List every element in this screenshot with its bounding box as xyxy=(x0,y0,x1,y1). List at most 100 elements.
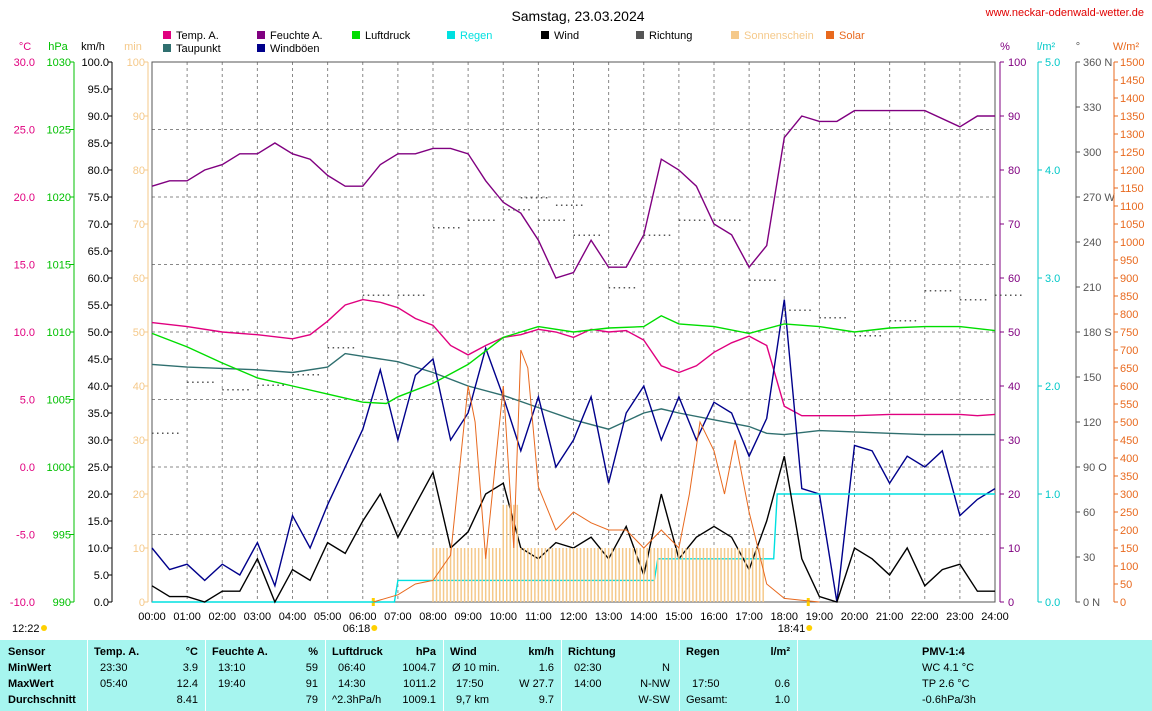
stats-time: 02:30 xyxy=(574,662,602,674)
series-richtung-point xyxy=(789,309,791,311)
series-richtung-point xyxy=(739,219,741,221)
pressure-axis-tick-label: 1010 xyxy=(47,327,71,339)
wind-axis-tick-label: 65.0 xyxy=(88,246,109,258)
series-richtung-point xyxy=(774,279,776,281)
sunrise-label: 06:18 xyxy=(343,623,371,635)
wind-axis-tick-label: 25.0 xyxy=(88,462,109,474)
rain-axis-tick-label: 4.0 xyxy=(1045,165,1060,177)
stats-col-direction: Richtung 02:30 N 14:00 N-NW W-SW xyxy=(561,640,678,711)
series-richtung-point xyxy=(844,317,846,319)
series-richtung-point xyxy=(317,374,319,376)
solar-axis-tick-label: 700 xyxy=(1120,345,1138,357)
series-richtung-point xyxy=(1020,294,1022,296)
series-richtung-point xyxy=(979,299,982,301)
solar-axis-tick-label: 0 xyxy=(1120,597,1126,609)
humidity-axis-tick-label: 0 xyxy=(1008,597,1014,609)
stats-value: 9.7 xyxy=(538,694,554,706)
series-richtung-point xyxy=(628,287,631,289)
humidity-axis-tick-label: 40 xyxy=(1008,381,1020,393)
solar-axis-tick-label: 1150 xyxy=(1120,183,1144,195)
series-windb-en-line xyxy=(151,299,996,603)
solar-axis-tick-label: 200 xyxy=(1120,525,1138,537)
stats-unit: °C xyxy=(185,646,198,658)
wind-axis-tick-label: 35.0 xyxy=(88,408,109,420)
series-richtung-point xyxy=(535,197,538,199)
series-richtung-point xyxy=(458,227,460,229)
stats-col-sensor: Sensor MinWert MaxWert Durchschnitt xyxy=(0,640,85,711)
series-richtung-point xyxy=(433,227,435,229)
legend-label: Sonnenschein xyxy=(744,30,814,42)
wind-axis-tick-label: 75.0 xyxy=(88,192,109,204)
pressure-axis-tick-label: 995 xyxy=(53,530,71,542)
wind-axis-tick-label: 80.0 xyxy=(88,165,109,177)
series-richtung-point xyxy=(1010,294,1012,296)
series-richtung-point xyxy=(347,347,350,349)
stats-time: 05:40 xyxy=(100,678,128,690)
time-tick-label: 19:00 xyxy=(806,611,834,623)
series-richtung-point xyxy=(588,234,590,236)
series-richtung-point xyxy=(580,204,583,206)
series-richtung-point xyxy=(177,432,179,434)
wind-axis-tick-label: 95.0 xyxy=(88,84,109,96)
series-richtung-point xyxy=(924,290,927,292)
series-richtung-point xyxy=(984,299,987,301)
time-tick-label: 12:00 xyxy=(560,611,588,623)
series-richtung-point xyxy=(565,204,568,206)
series-richtung-point xyxy=(417,294,420,296)
time-tick-label: 06:00 xyxy=(349,611,377,623)
solar-axis-tick-label: 800 xyxy=(1120,309,1138,321)
legend-swatch xyxy=(447,31,455,39)
legend-label: Richtung xyxy=(649,30,692,42)
solar-axis-tick-label: 1500 xyxy=(1120,57,1144,69)
stats-time: 23:30 xyxy=(100,662,128,674)
wind-axis-tick-label: 5.0 xyxy=(94,570,109,582)
series-richtung-point xyxy=(769,279,771,281)
series-richtung-point xyxy=(342,347,345,349)
legend-label: Regen xyxy=(460,30,492,42)
legend-swatch xyxy=(541,31,549,39)
stats-value: 1011.2 xyxy=(403,678,436,690)
legend-swatch xyxy=(163,44,171,52)
series-richtung-point xyxy=(157,432,159,434)
sunshine-axis-tick-label: 20 xyxy=(133,489,145,501)
temp-axis-unit: °C xyxy=(19,41,31,53)
wind-axis-tick-label: 55.0 xyxy=(88,300,109,312)
time-tick-label: 03:00 xyxy=(244,611,272,623)
direction-axis-tick-label: 60 xyxy=(1083,507,1095,519)
solar-axis-tick-label: 450 xyxy=(1120,435,1138,447)
series-richtung-point xyxy=(909,320,912,322)
series-richtung-point xyxy=(508,209,510,211)
series-richtung-point xyxy=(312,374,314,376)
series-richtung-point xyxy=(302,374,304,376)
time-tick-label: 24:00 xyxy=(981,611,1009,623)
pressure-axis-unit: hPa xyxy=(48,41,68,53)
series-richtung-point xyxy=(784,309,786,311)
wind-axis-tick-label: 60.0 xyxy=(88,273,109,285)
stats-col-rain: Regen l/m² 17:50 0.6 Gesamt: 1.0 xyxy=(679,640,796,711)
stats-unit: l/m² xyxy=(770,646,790,658)
legend-swatch xyxy=(826,31,834,39)
series-richtung-point xyxy=(558,219,560,221)
wind-axis-tick-label: 90.0 xyxy=(88,111,109,123)
series-feuchte-a--line xyxy=(151,109,995,279)
legend-swatch xyxy=(257,44,265,52)
stats-label: 9,7 km xyxy=(456,694,490,706)
temp-axis-tick-label: 5.0 xyxy=(20,395,35,407)
series-richtung-point xyxy=(794,309,796,311)
rain-axis-tick-label: 3.0 xyxy=(1045,273,1060,285)
stats-value: N-NW xyxy=(640,678,670,690)
site-link[interactable]: www.neckar-odenwald-wetter.de xyxy=(985,7,1144,19)
series-richtung-point xyxy=(247,389,249,391)
time-tick-label: 09:00 xyxy=(454,611,482,623)
humidity-axis-tick-label: 90 xyxy=(1008,111,1020,123)
row-min-label: MinWert xyxy=(8,662,52,674)
series-richtung-point xyxy=(969,299,972,301)
time-tick-label: 17:00 xyxy=(735,611,763,623)
stats-label: Gesamt: xyxy=(686,694,728,706)
stats-value: WC 4.1 °C xyxy=(922,662,975,674)
solar-axis-unit: W/m² xyxy=(1113,41,1140,53)
series-richtung-point xyxy=(894,320,897,322)
series-richtung-point xyxy=(202,381,204,383)
series-richtung-point xyxy=(714,219,716,221)
time-tick-label: 18:00 xyxy=(770,611,798,623)
